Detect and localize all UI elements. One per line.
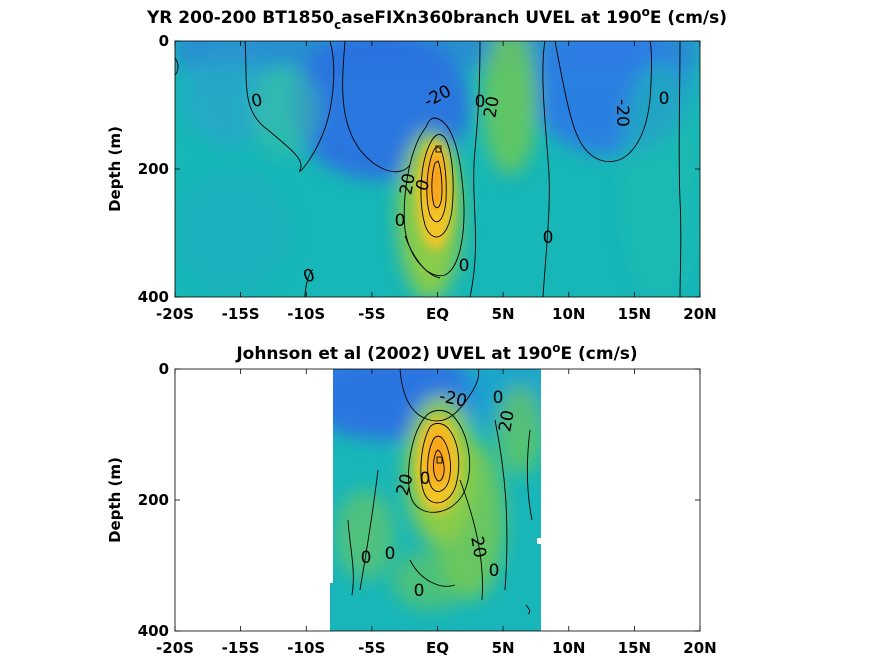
y-tick-label: 400	[138, 288, 169, 306]
y-tick-label: 400	[138, 622, 169, 640]
contour-label: 0	[493, 388, 504, 408]
top-contours	[175, 41, 682, 297]
x-tick-label: -5S	[358, 305, 385, 323]
contour-label: 0	[475, 92, 486, 112]
x-tick-label: 5N	[492, 305, 515, 323]
x-tick-label: -15S	[222, 639, 260, 656]
x-tick-label: EQ	[426, 305, 449, 323]
contour-label: 0	[659, 89, 670, 109]
x-tick-label: 15N	[618, 639, 651, 656]
y-tick-label: 200	[138, 491, 169, 509]
contour-label: 0	[385, 544, 396, 564]
y-tick-label: 0	[159, 360, 169, 378]
top-y-axis-label: Depth (m)	[106, 126, 124, 212]
x-tick-label: 10N	[552, 305, 585, 323]
x-tick-label: 10N	[552, 639, 585, 656]
x-tick-label: 20N	[683, 639, 716, 656]
contour-label: 0	[250, 90, 265, 112]
contour-label: 0	[361, 548, 372, 568]
x-tick-label: 20N	[683, 305, 716, 323]
x-tick-label: 5N	[492, 639, 515, 656]
x-tick-label: -10S	[287, 639, 325, 656]
contour-label: 20	[396, 172, 419, 197]
bottom-panel-title: Johnson et al (2002) UVEL at 190oE (cm/s…	[235, 341, 637, 364]
bottom-panel: Johnson et al (2002) UVEL at 190oE (cm/s…	[106, 341, 717, 656]
x-tick-label: 15N	[618, 305, 651, 323]
contour-label: -20	[612, 99, 632, 127]
x-tick-label: -20S	[156, 639, 194, 656]
x-tick-label: -5S	[358, 639, 385, 656]
bottom-heatmap	[330, 369, 542, 631]
contour-label: 0	[395, 211, 406, 231]
contour-label: 0	[489, 561, 500, 581]
y-tick-label: 0	[159, 32, 169, 50]
contour-label: 20	[466, 535, 489, 560]
contour-label: 0	[420, 469, 431, 489]
bottom-y-axis-label: Depth (m)	[106, 457, 124, 543]
y-tick-label: 200	[138, 160, 169, 178]
top-panel: YR 200-200 BT1850caseFIXn360branch UVEL …	[106, 5, 727, 323]
x-tick-label: -20S	[156, 305, 194, 323]
contour-label: 0	[414, 581, 425, 601]
contour-label: 0	[459, 256, 470, 276]
contour-label: 0	[543, 228, 554, 248]
x-tick-label: -15S	[222, 305, 260, 323]
contour-label: 20	[495, 409, 518, 434]
bottom-contours	[347, 369, 533, 615]
x-tick-label: EQ	[426, 639, 449, 656]
x-tick-label: -10S	[287, 305, 325, 323]
contour-label: 20	[480, 95, 503, 120]
top-heatmap	[175, 41, 700, 297]
top-panel-title: YR 200-200 BT1850caseFIXn360branch UVEL …	[146, 5, 727, 32]
top-contour-labels: 0 -20 0 20 -20 0 20 0 0 0 0 0	[250, 81, 670, 287]
